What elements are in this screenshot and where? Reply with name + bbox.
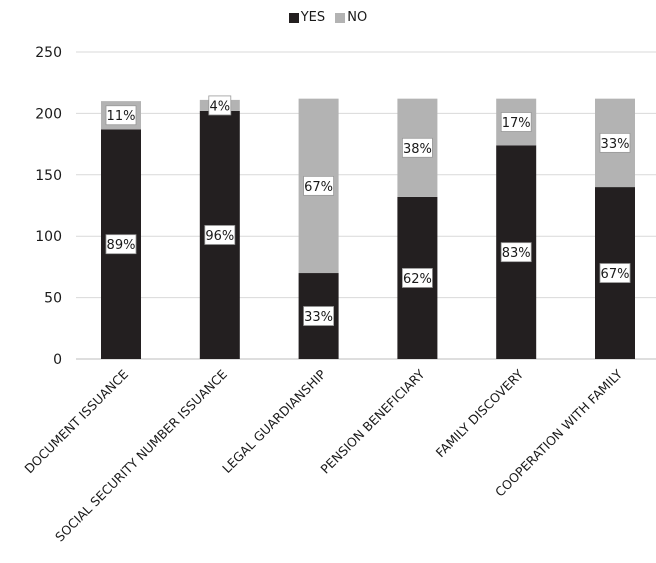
- data-label-box: [105, 105, 137, 126]
- data-label: 67%: [304, 180, 333, 195]
- data-label-box: [599, 132, 631, 153]
- y-tick-label: 0: [53, 352, 62, 368]
- data-label: 4%: [209, 99, 230, 114]
- data-label: 38%: [403, 142, 432, 157]
- data-label: 33%: [601, 137, 630, 152]
- legend-swatch-yes: [288, 12, 299, 23]
- data-label-box: [105, 234, 137, 255]
- data-label-box: [303, 306, 335, 326]
- data-label-box: [303, 175, 335, 196]
- legend-swatch-no: [335, 12, 346, 23]
- legend-item-no: NO: [335, 10, 367, 25]
- data-label-box: [401, 268, 433, 288]
- data-label: 33%: [304, 310, 333, 325]
- data-label: 62%: [403, 272, 432, 287]
- data-label: 11%: [107, 109, 136, 124]
- x-tick-label: PENSION BENEFICIARY: [317, 366, 427, 476]
- data-label-box: [401, 137, 433, 158]
- data-label: 89%: [107, 238, 136, 253]
- data-label-box: [500, 242, 532, 263]
- legend-label-yes: YES: [300, 10, 326, 25]
- data-label: 83%: [502, 246, 531, 261]
- data-label: 96%: [205, 229, 234, 244]
- legend-label-no: NO: [347, 10, 368, 25]
- y-tick-label: 200: [35, 106, 62, 122]
- legend-item-yes: YES: [288, 10, 326, 25]
- data-label: 67%: [601, 267, 630, 282]
- y-tick-label: 100: [35, 229, 62, 245]
- y-tick-label: 250: [35, 45, 62, 61]
- data-label: 17%: [502, 116, 531, 131]
- data-label-box: [500, 112, 532, 132]
- x-tick-label: LEGAL GUARDIANSHIP: [219, 366, 329, 476]
- data-label-box: [599, 263, 631, 283]
- x-tick-label: SOCIAL SECURITY NUMBER ISSUANCE: [52, 366, 230, 544]
- y-tick-label: 150: [35, 168, 62, 184]
- y-tick-label: 50: [44, 291, 62, 307]
- x-tick-label: FAMILY DISCOVERY: [433, 366, 527, 460]
- data-label-box: [204, 225, 236, 245]
- chart-legend: YES NO: [0, 10, 656, 27]
- data-label-box: [208, 95, 232, 116]
- x-tick-label: DOCUMENT ISSUANCE: [21, 366, 131, 476]
